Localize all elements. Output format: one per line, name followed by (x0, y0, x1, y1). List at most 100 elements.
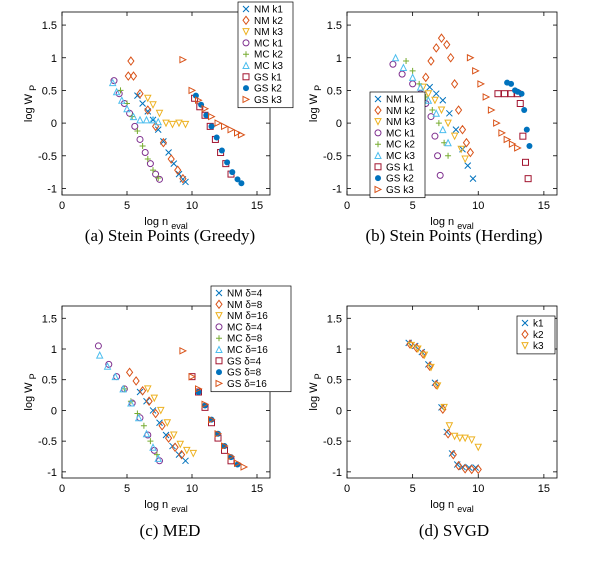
data-points (94, 342, 249, 471)
data-point (131, 122, 139, 130)
legend-marker (374, 95, 382, 103)
legend-label: NM k1 (254, 5, 283, 16)
data-point (145, 396, 153, 407)
legend-label: GS δ=4 (227, 356, 262, 367)
data-point (201, 400, 210, 409)
y-axis-label: log W P (23, 85, 38, 122)
data-point (149, 115, 157, 124)
data-point (461, 463, 469, 474)
data-point (445, 422, 454, 430)
data-point (426, 83, 434, 91)
data-point (110, 77, 118, 85)
x-tick-label: 0 (344, 483, 350, 495)
data-point (136, 115, 144, 124)
data-point (456, 434, 464, 443)
data-point (149, 101, 157, 109)
data-point (437, 106, 446, 115)
data-point (152, 170, 160, 178)
data-point (208, 112, 216, 121)
data-point (156, 175, 163, 183)
legend-label: k1 (533, 319, 544, 330)
data-point (156, 419, 163, 427)
y-tick-label: 0 (51, 118, 57, 130)
data-point (159, 137, 168, 148)
x-tick-label: 10 (472, 200, 484, 212)
data-point (154, 126, 162, 133)
data-point (507, 90, 515, 98)
data-point (149, 443, 157, 451)
legend-label: GS k2 (254, 84, 282, 95)
legend-marker (215, 312, 223, 320)
legend-label: GS k3 (386, 185, 414, 196)
legend-marker (242, 39, 250, 47)
data-point (189, 449, 198, 458)
data-points (389, 33, 533, 183)
legend-marker (242, 95, 251, 104)
data-point (129, 112, 138, 121)
data-point (234, 459, 242, 468)
data-point (188, 86, 197, 95)
data-point (444, 138, 452, 147)
data-point (508, 80, 515, 87)
data-point (450, 432, 459, 441)
data-point (132, 376, 140, 386)
data-point (461, 434, 469, 443)
data-point (213, 134, 220, 141)
data-point (238, 180, 245, 187)
x-tick-label: 15 (251, 200, 263, 212)
legend-label: MC k1 (254, 38, 283, 49)
y-tick-label: 0 (336, 405, 342, 417)
y-tick-label: 0 (51, 405, 57, 417)
legend-label: GS δ=16 (227, 379, 267, 390)
data-point (420, 351, 429, 360)
y-axis-label: log W P (308, 85, 323, 122)
data-point (174, 165, 182, 175)
y-axis-label: log W P (23, 373, 38, 410)
legend-label: MC δ=16 (227, 345, 268, 356)
data-point (168, 120, 177, 129)
data-point (227, 125, 236, 134)
legend-label: NM k2 (386, 106, 415, 117)
legend-marker (375, 141, 381, 148)
chart-panel-b: 0 5 10 15 -1 -0.5 0 0.5 1 1.5 log n eval log W P NM … (308, 11, 558, 231)
data-point (472, 67, 480, 75)
x-tick-label: 15 (538, 200, 550, 212)
data-point (467, 436, 476, 445)
data-point (449, 449, 457, 460)
data-point (389, 60, 397, 68)
data-point (127, 56, 135, 66)
data-point (203, 112, 210, 119)
series-2 (143, 94, 190, 129)
legend-marker (215, 289, 223, 297)
legend-label: MC δ=4 (227, 322, 263, 333)
y-tick-label: -0.5 (323, 151, 342, 163)
data-point (521, 107, 528, 114)
data-point (214, 429, 223, 438)
data-point (144, 156, 151, 163)
series-4 (121, 385, 160, 458)
data-point (208, 416, 215, 423)
y-tick-label: -1 (332, 467, 342, 479)
data-point (119, 384, 127, 393)
data-point (208, 415, 216, 424)
data-point (153, 451, 160, 458)
plot-area (61, 11, 271, 196)
y-tick-label: -0.5 (38, 151, 57, 163)
data-point (175, 119, 183, 128)
legend-label: GS k3 (254, 95, 282, 106)
data-point (452, 126, 460, 133)
data-point (427, 56, 435, 66)
data-point (158, 420, 166, 431)
data-point (169, 431, 178, 440)
data-point (429, 107, 436, 114)
legend-label: MC δ=8 (227, 334, 263, 345)
caption-c: (c) MED (139, 521, 201, 540)
data-points (405, 339, 483, 475)
data-point (201, 104, 210, 113)
data-point (439, 125, 447, 134)
legend-marker (215, 323, 223, 331)
data-point (482, 93, 491, 101)
legend-marker (242, 28, 250, 36)
series-2 (419, 83, 469, 164)
